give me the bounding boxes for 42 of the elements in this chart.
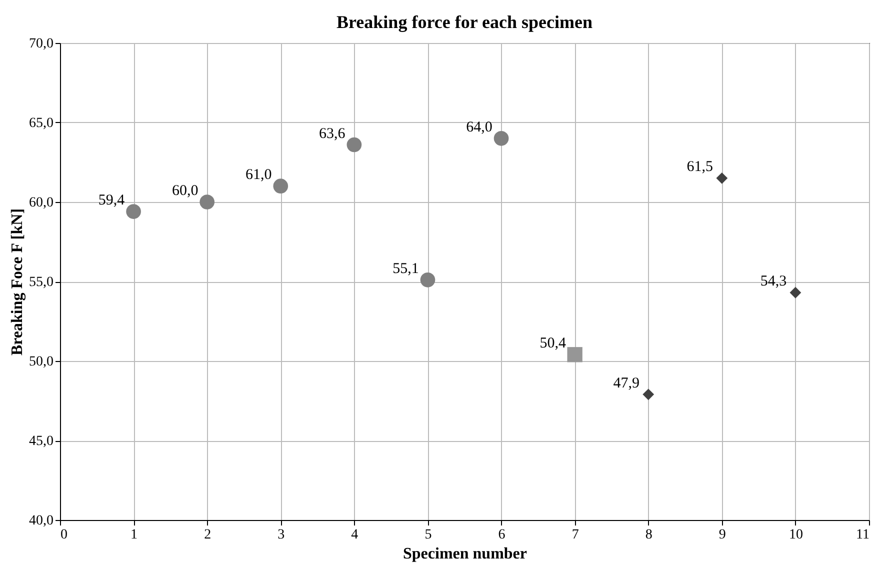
data-label: 54,3	[760, 274, 787, 290]
point	[716, 172, 728, 184]
x-tick-label: 3	[278, 528, 285, 542]
data-label: 63,6	[319, 126, 346, 142]
x-tick-label: 9	[718, 528, 726, 542]
data-label: 55,1	[392, 260, 419, 277]
point	[200, 194, 215, 210]
y-tick-label: 65,0	[29, 116, 54, 131]
point	[346, 137, 362, 152]
point	[420, 272, 436, 288]
data-label: 64,0	[466, 119, 492, 136]
point	[790, 286, 802, 298]
chart-title: Breaking force for each specimen	[336, 12, 592, 32]
y-axis-title: Breaking Foce F [kN]	[9, 208, 26, 356]
x-tick-label: 8	[645, 528, 652, 542]
x-tick-label: 0	[60, 528, 68, 542]
x-tick-label: 11	[856, 528, 870, 542]
point	[642, 388, 654, 400]
x-tick-label: 2	[204, 528, 212, 542]
data-label: 47,9	[613, 375, 640, 392]
x-tick-label: 5	[424, 528, 432, 542]
y-tick-label: 40,0	[29, 514, 54, 528]
x-tick-label: 1	[130, 528, 138, 542]
y-tick-label: 45,0	[29, 434, 54, 449]
data-label: 50,4	[540, 336, 566, 352]
x-tick-label: 6	[498, 528, 506, 542]
point	[494, 131, 509, 146]
point	[273, 178, 288, 194]
x-tick-label: 10	[788, 528, 803, 542]
data-label: 59,4	[98, 192, 126, 209]
data-label: 61,5	[686, 159, 714, 176]
point	[126, 204, 141, 219]
y-tick-label: 70,0	[29, 36, 54, 52]
x-tick-label: 7	[572, 528, 579, 542]
x-tick-label: 4	[351, 528, 358, 542]
x-axis-title: Specimen number	[403, 546, 527, 562]
point	[567, 347, 582, 362]
y-tick-label: 55,0	[29, 275, 54, 290]
y-tick-label: 50,0	[29, 354, 54, 370]
data-label: 60,0	[172, 183, 198, 199]
data-label: 61,0	[246, 167, 272, 184]
y-tick-label: 60,0	[29, 196, 54, 210]
